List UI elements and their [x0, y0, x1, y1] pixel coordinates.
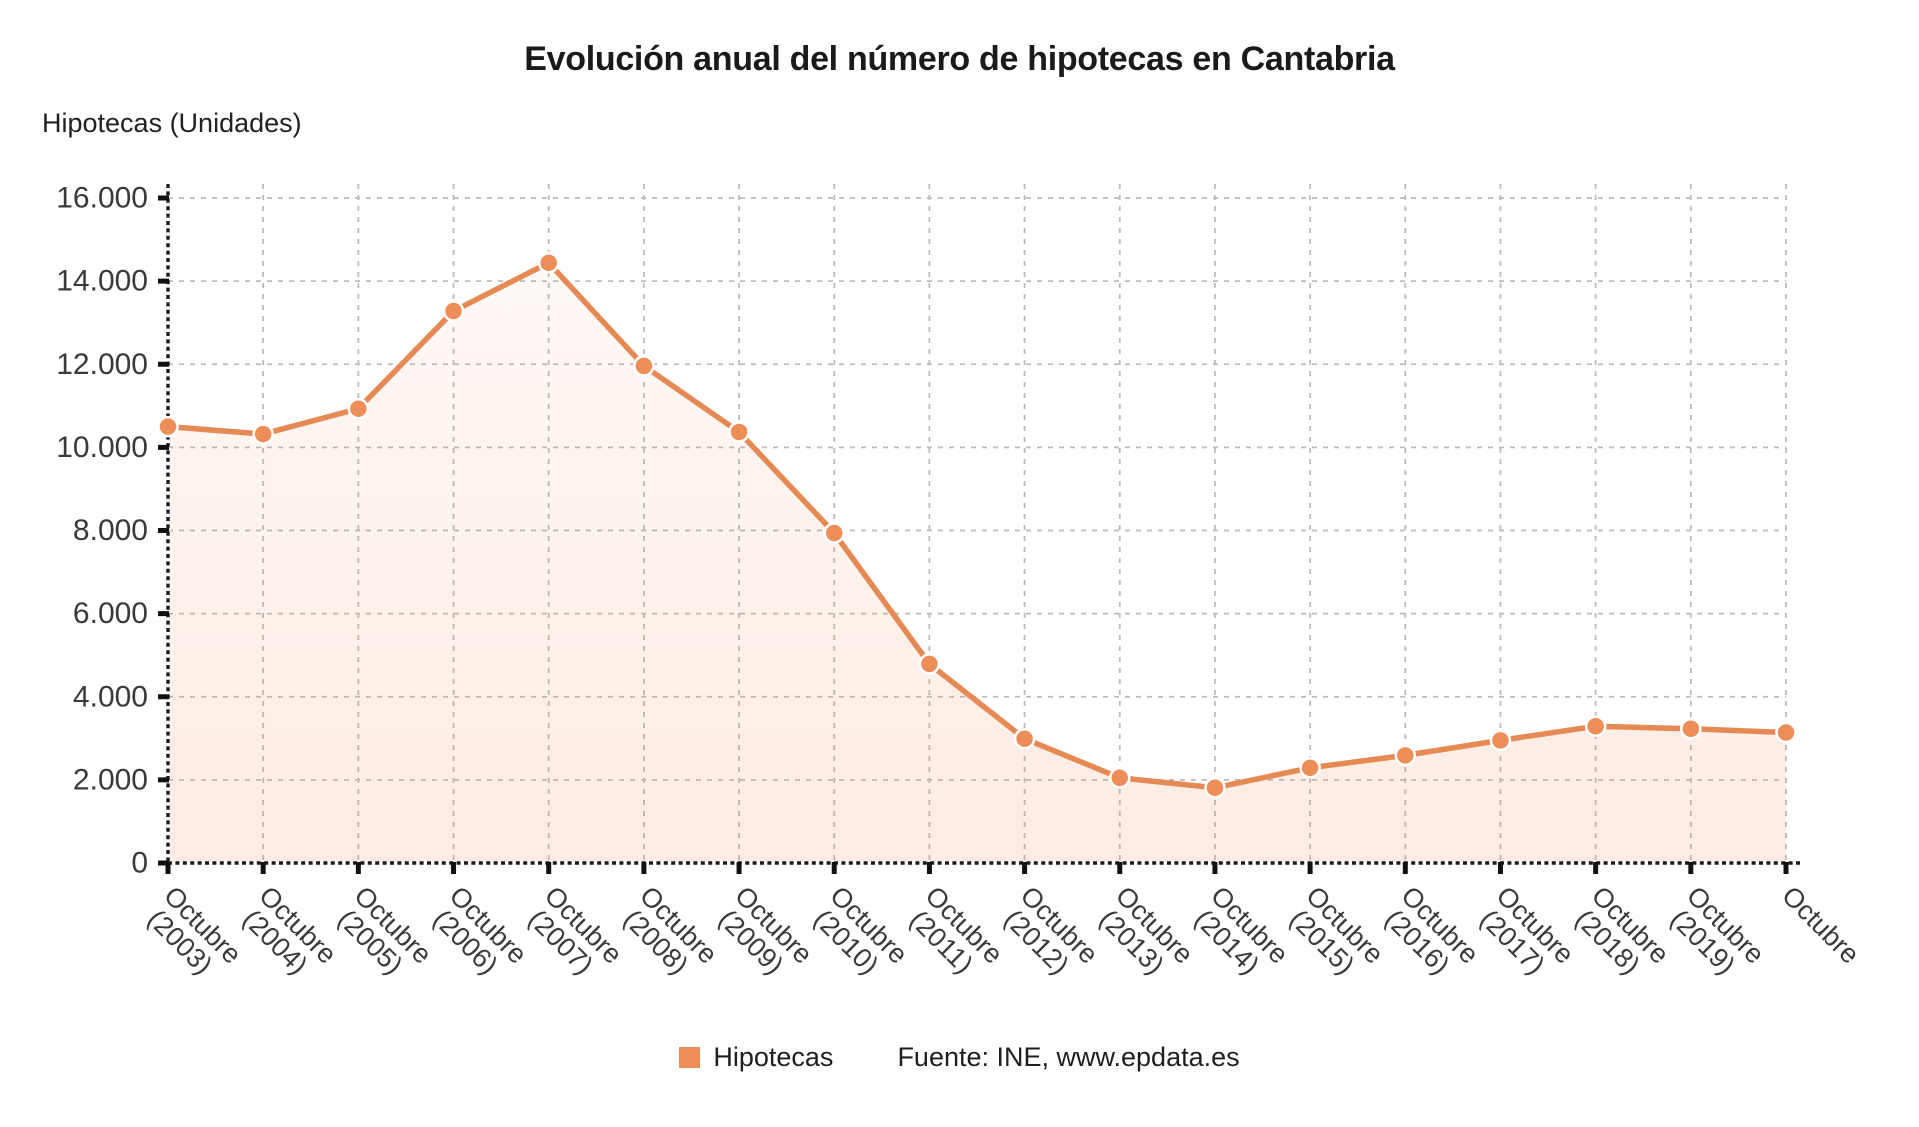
data-point-14[interactable]	[1489, 729, 1512, 752]
y-tick-label: 10.000	[56, 431, 148, 464]
y-tick-label: 12.000	[56, 348, 148, 381]
data-point-2[interactable]	[347, 397, 370, 420]
axes	[166, 184, 1800, 865]
data-point-9[interactable]	[1013, 727, 1036, 750]
x-tick-label: Octubre(2018)	[1566, 880, 1675, 989]
x-tick-label: Octubre(2003)	[138, 880, 247, 989]
x-tick-label: Octubre	[1776, 880, 1865, 969]
data-point-7[interactable]	[823, 522, 845, 544]
x-tick-label: Octubre(2007)	[519, 880, 628, 989]
data-point-5[interactable]	[633, 355, 655, 377]
x-tick-label: Octubre(2013)	[1090, 880, 1199, 989]
x-tick-labels: Octubre(2003) Octubre(2004) Octubre(2005) O…	[138, 880, 1865, 989]
data-point-1[interactable]	[252, 423, 274, 445]
legend-swatch-icon	[679, 1047, 701, 1068]
legend-label: Hipotecas	[713, 1042, 834, 1072]
x-tick-label: Octubre(2006)	[424, 880, 533, 989]
data-point-0[interactable]	[157, 415, 179, 438]
data-points	[157, 252, 1797, 799]
x-tick-label: Octubre(2017)	[1471, 880, 1580, 989]
data-point-12[interactable]	[1299, 757, 1321, 779]
data-point-16[interactable]	[1680, 718, 1702, 740]
legend-item-hipotecas[interactable]: Hipotecas	[679, 1042, 833, 1073]
legend-row: Hipotecas Fuente: INE, www.epdata.es	[0, 1042, 1919, 1073]
x-tick-label: Octubre(2012)	[995, 880, 1104, 989]
data-point-15[interactable]	[1584, 715, 1607, 738]
hipotecas-line	[165, 260, 1789, 791]
data-point-17[interactable]	[1775, 721, 1797, 744]
chart-title: Evolución anual del número de hipotecas …	[524, 40, 1395, 78]
x-tick-label: Octubre(2011)	[900, 880, 1009, 989]
data-point-11[interactable]	[1204, 777, 1226, 799]
x-tick-label: Octubre(2014)	[1185, 880, 1294, 989]
tick-marks	[158, 195, 1789, 874]
y-tick-label: 2.000	[73, 763, 148, 796]
data-point-3[interactable]	[442, 300, 465, 322]
x-tick-label: Octubre(2009)	[709, 880, 818, 989]
data-point-13[interactable]	[1394, 744, 1417, 767]
y-tick-label: 0	[131, 847, 148, 880]
x-tick-label: Octubre(2019)	[1661, 880, 1770, 989]
x-tick-label: Octubre(2004)	[233, 880, 342, 989]
y-axis-label: Hipotecas (Unidades)	[42, 108, 302, 138]
data-point-8[interactable]	[918, 653, 941, 675]
x-tick-label: Octubre(2008)	[614, 880, 723, 989]
data-point-6[interactable]	[728, 421, 750, 443]
source-label: Fuente: INE, www.epdata.es	[897, 1042, 1240, 1072]
y-tick-label: 6.000	[73, 597, 148, 630]
data-point-10[interactable]	[1109, 767, 1131, 789]
y-tick-label: 16.000	[56, 182, 148, 215]
x-tick-label: Octubre(2015)	[1280, 880, 1389, 989]
y-tick-label: 14.000	[56, 265, 148, 298]
y-tick-label: 4.000	[73, 680, 148, 713]
x-tick-label: Octubre(2005)	[329, 880, 438, 989]
data-point-4[interactable]	[537, 252, 560, 274]
y-tick-label: 8.000	[73, 514, 148, 547]
y-tick-labels: 0 2.000 4.000 6.000 8.000 10.000 12.000 14.000 1…	[56, 182, 148, 880]
x-tick-label: Octubre(2010)	[805, 880, 914, 989]
area-fill	[168, 262, 1786, 863]
x-tick-label: Octubre(2016)	[1376, 880, 1485, 989]
